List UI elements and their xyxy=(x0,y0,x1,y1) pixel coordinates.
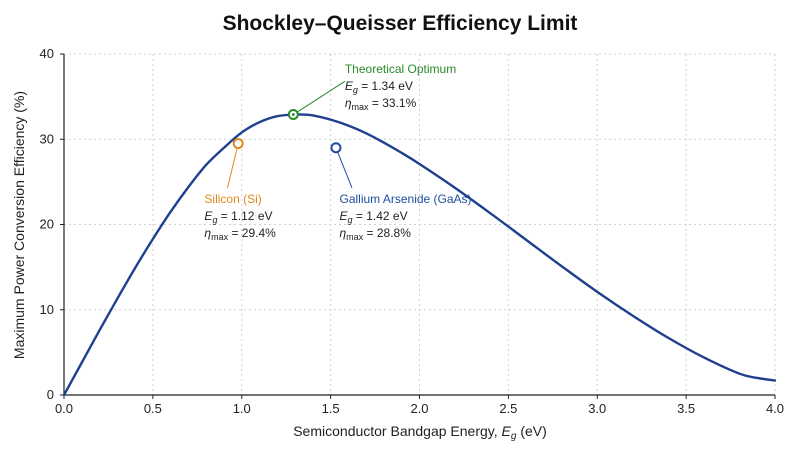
annotation-efficiency: ηmax = 33.1% xyxy=(345,96,417,112)
x-tick-label: 2.0 xyxy=(410,401,428,416)
data-point-marker xyxy=(232,138,244,150)
x-axis-label: Semiconductor Bandgap Energy, Eg (eV) xyxy=(293,423,547,442)
y-axis-label: Maximum Power Conversion Efficiency (%) xyxy=(11,91,27,359)
y-tick-label: 10 xyxy=(40,302,54,317)
x-tick-label: 4.0 xyxy=(766,401,784,416)
annotation-bandgap: Eg = 1.34 eV xyxy=(345,79,413,95)
annotation-name: Gallium Arsenide (GaAs) xyxy=(340,192,472,206)
annotation-bandgap: Eg = 1.12 eV xyxy=(204,209,272,225)
x-tick-label: 0.0 xyxy=(55,401,73,416)
leader-line xyxy=(335,147,353,189)
y-tick-label: 0 xyxy=(47,387,54,402)
grid xyxy=(64,53,776,395)
y-tick-label: 40 xyxy=(40,46,54,61)
annotation-bandgap: Eg = 1.42 eV xyxy=(340,209,408,225)
annotation-efficiency: ηmax = 28.8% xyxy=(340,226,412,242)
x-tick-label: 0.5 xyxy=(144,401,162,416)
x-tick-label: 2.5 xyxy=(499,401,517,416)
chart-title: Shockley–Queisser Efficiency Limit xyxy=(223,12,578,35)
x-tick-label: 3.0 xyxy=(588,401,606,416)
leader-line xyxy=(293,80,346,115)
x-tick-label: 1.0 xyxy=(233,401,251,416)
annotation-name: Theoretical Optimum xyxy=(345,62,456,76)
x-tick-label: 3.5 xyxy=(677,401,695,416)
data-point-dot xyxy=(291,113,295,116)
y-tick-label: 30 xyxy=(40,131,54,146)
x-tick-label: 1.5 xyxy=(322,401,340,416)
annotation-name: Silicon (Si) xyxy=(204,192,261,206)
annotation-efficiency: ηmax = 29.4% xyxy=(204,226,276,242)
efficiency-curve xyxy=(62,113,777,397)
point-annotation: Gallium Arsenide (GaAs) Eg = 1.42 eVηmax … xyxy=(330,142,472,242)
data-point-marker xyxy=(330,142,342,154)
tick-labels: 0.0 0.5 1.0 1.5 2.0 2.5 3.0 3.5 4.0 0 10 20 30 40 xyxy=(40,46,785,416)
y-tick-label: 20 xyxy=(40,217,54,232)
leader-line xyxy=(227,143,239,188)
series xyxy=(62,113,777,397)
